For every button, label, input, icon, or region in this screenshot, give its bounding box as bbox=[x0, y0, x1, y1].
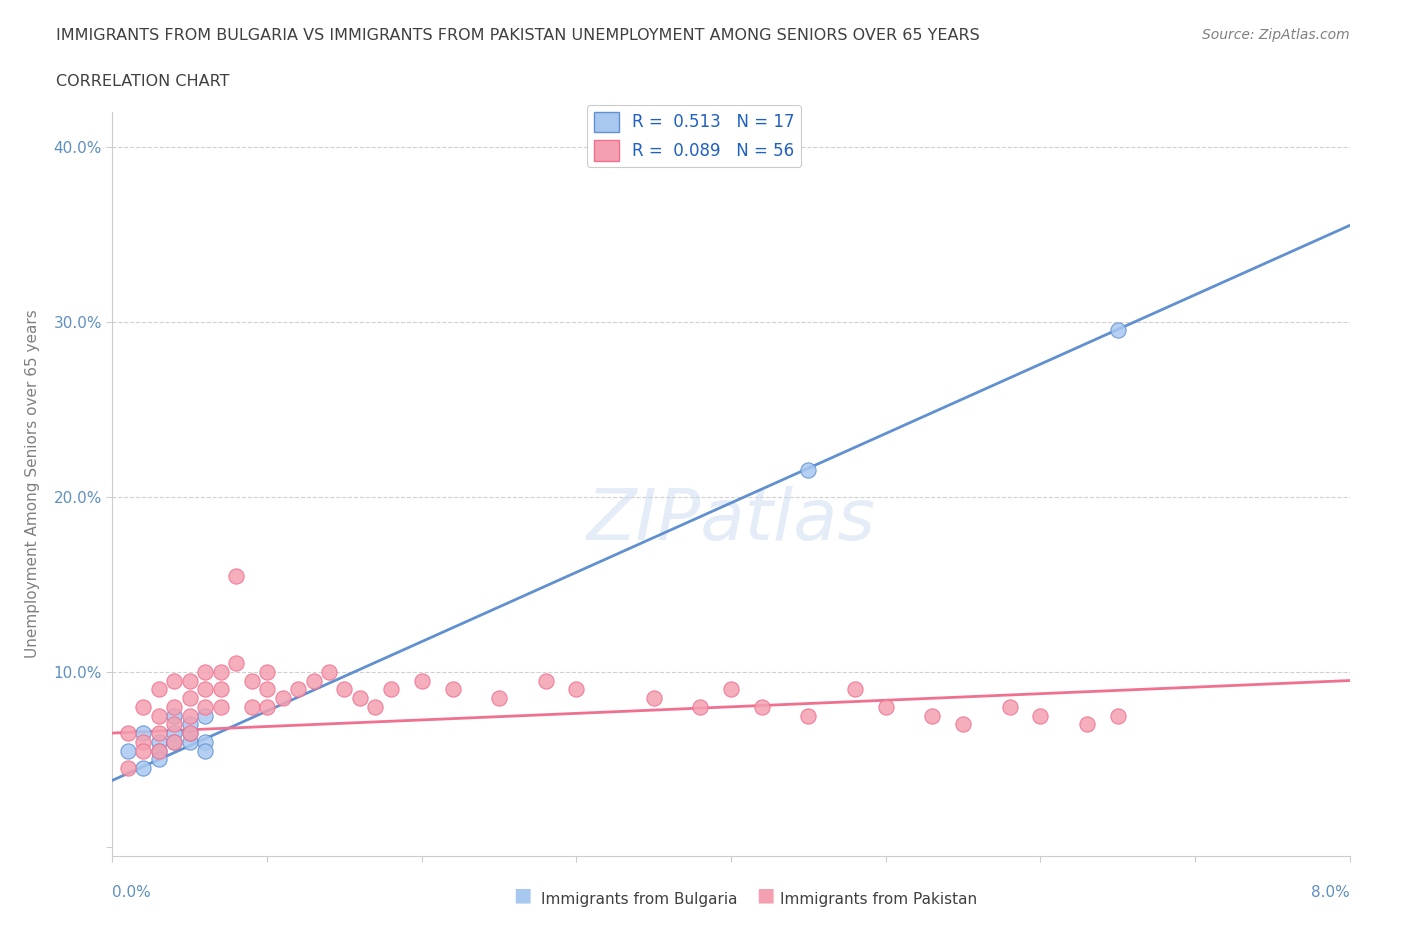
Text: Source: ZipAtlas.com: Source: ZipAtlas.com bbox=[1202, 28, 1350, 42]
Text: CORRELATION CHART: CORRELATION CHART bbox=[56, 74, 229, 89]
Point bbox=[844, 682, 866, 697]
Point bbox=[488, 691, 510, 706]
Point bbox=[163, 699, 186, 714]
Point bbox=[720, 682, 742, 697]
Point bbox=[209, 699, 232, 714]
Point bbox=[271, 691, 294, 706]
Point bbox=[132, 743, 155, 758]
Point bbox=[148, 751, 170, 766]
Point bbox=[380, 682, 402, 697]
Point bbox=[194, 743, 217, 758]
Point bbox=[333, 682, 356, 697]
Point bbox=[148, 725, 170, 740]
Legend: R =  0.513   N = 17, R =  0.089   N = 56: R = 0.513 N = 17, R = 0.089 N = 56 bbox=[586, 105, 801, 167]
Point bbox=[534, 673, 557, 688]
Text: 8.0%: 8.0% bbox=[1310, 885, 1350, 900]
Point bbox=[194, 682, 217, 697]
Point bbox=[117, 761, 139, 776]
Point bbox=[132, 735, 155, 750]
Point bbox=[441, 682, 464, 697]
Text: Immigrants from Pakistan: Immigrants from Pakistan bbox=[780, 892, 977, 907]
Point bbox=[148, 708, 170, 723]
Point bbox=[194, 699, 217, 714]
Point bbox=[1029, 708, 1052, 723]
Point bbox=[148, 682, 170, 697]
Point bbox=[179, 717, 201, 732]
Point bbox=[179, 691, 201, 706]
Point bbox=[179, 725, 201, 740]
Point bbox=[287, 682, 309, 697]
Point bbox=[132, 725, 155, 740]
Point bbox=[797, 463, 820, 478]
Point bbox=[751, 699, 773, 714]
Point bbox=[256, 682, 278, 697]
Point bbox=[225, 656, 247, 671]
Point bbox=[179, 673, 201, 688]
Point bbox=[921, 708, 943, 723]
Point bbox=[148, 735, 170, 750]
Point bbox=[163, 673, 186, 688]
Text: ■: ■ bbox=[756, 885, 775, 904]
Point bbox=[411, 673, 433, 688]
Point bbox=[797, 708, 820, 723]
Point bbox=[163, 735, 186, 750]
Point bbox=[132, 761, 155, 776]
Text: ■: ■ bbox=[513, 885, 531, 904]
Point bbox=[225, 568, 247, 583]
Point bbox=[163, 708, 186, 723]
Point bbox=[952, 717, 974, 732]
Y-axis label: Unemployment Among Seniors over 65 years: Unemployment Among Seniors over 65 years bbox=[25, 309, 39, 658]
Point bbox=[240, 699, 263, 714]
Point bbox=[1107, 323, 1129, 338]
Point bbox=[302, 673, 325, 688]
Point bbox=[209, 682, 232, 697]
Point bbox=[163, 717, 186, 732]
Point bbox=[689, 699, 711, 714]
Point bbox=[209, 664, 232, 679]
Point bbox=[194, 664, 217, 679]
Point bbox=[565, 682, 588, 697]
Point bbox=[117, 743, 139, 758]
Point bbox=[256, 664, 278, 679]
Point bbox=[240, 673, 263, 688]
Point bbox=[117, 725, 139, 740]
Text: IMMIGRANTS FROM BULGARIA VS IMMIGRANTS FROM PAKISTAN UNEMPLOYMENT AMONG SENIORS : IMMIGRANTS FROM BULGARIA VS IMMIGRANTS F… bbox=[56, 28, 980, 43]
Point bbox=[163, 725, 186, 740]
Point bbox=[194, 708, 217, 723]
Point bbox=[643, 691, 665, 706]
Point bbox=[364, 699, 387, 714]
Point bbox=[132, 699, 155, 714]
Point bbox=[1076, 717, 1098, 732]
Point bbox=[998, 699, 1021, 714]
Point bbox=[875, 699, 897, 714]
Point bbox=[179, 735, 201, 750]
Text: Immigrants from Bulgaria: Immigrants from Bulgaria bbox=[541, 892, 738, 907]
Point bbox=[148, 743, 170, 758]
Point bbox=[148, 743, 170, 758]
Text: ZIPatlas: ZIPatlas bbox=[586, 486, 876, 555]
Point bbox=[1107, 708, 1129, 723]
Point bbox=[318, 664, 340, 679]
Point bbox=[194, 735, 217, 750]
Point bbox=[179, 708, 201, 723]
Text: 0.0%: 0.0% bbox=[112, 885, 152, 900]
Point bbox=[349, 691, 371, 706]
Point bbox=[256, 699, 278, 714]
Point bbox=[179, 725, 201, 740]
Point bbox=[163, 735, 186, 750]
